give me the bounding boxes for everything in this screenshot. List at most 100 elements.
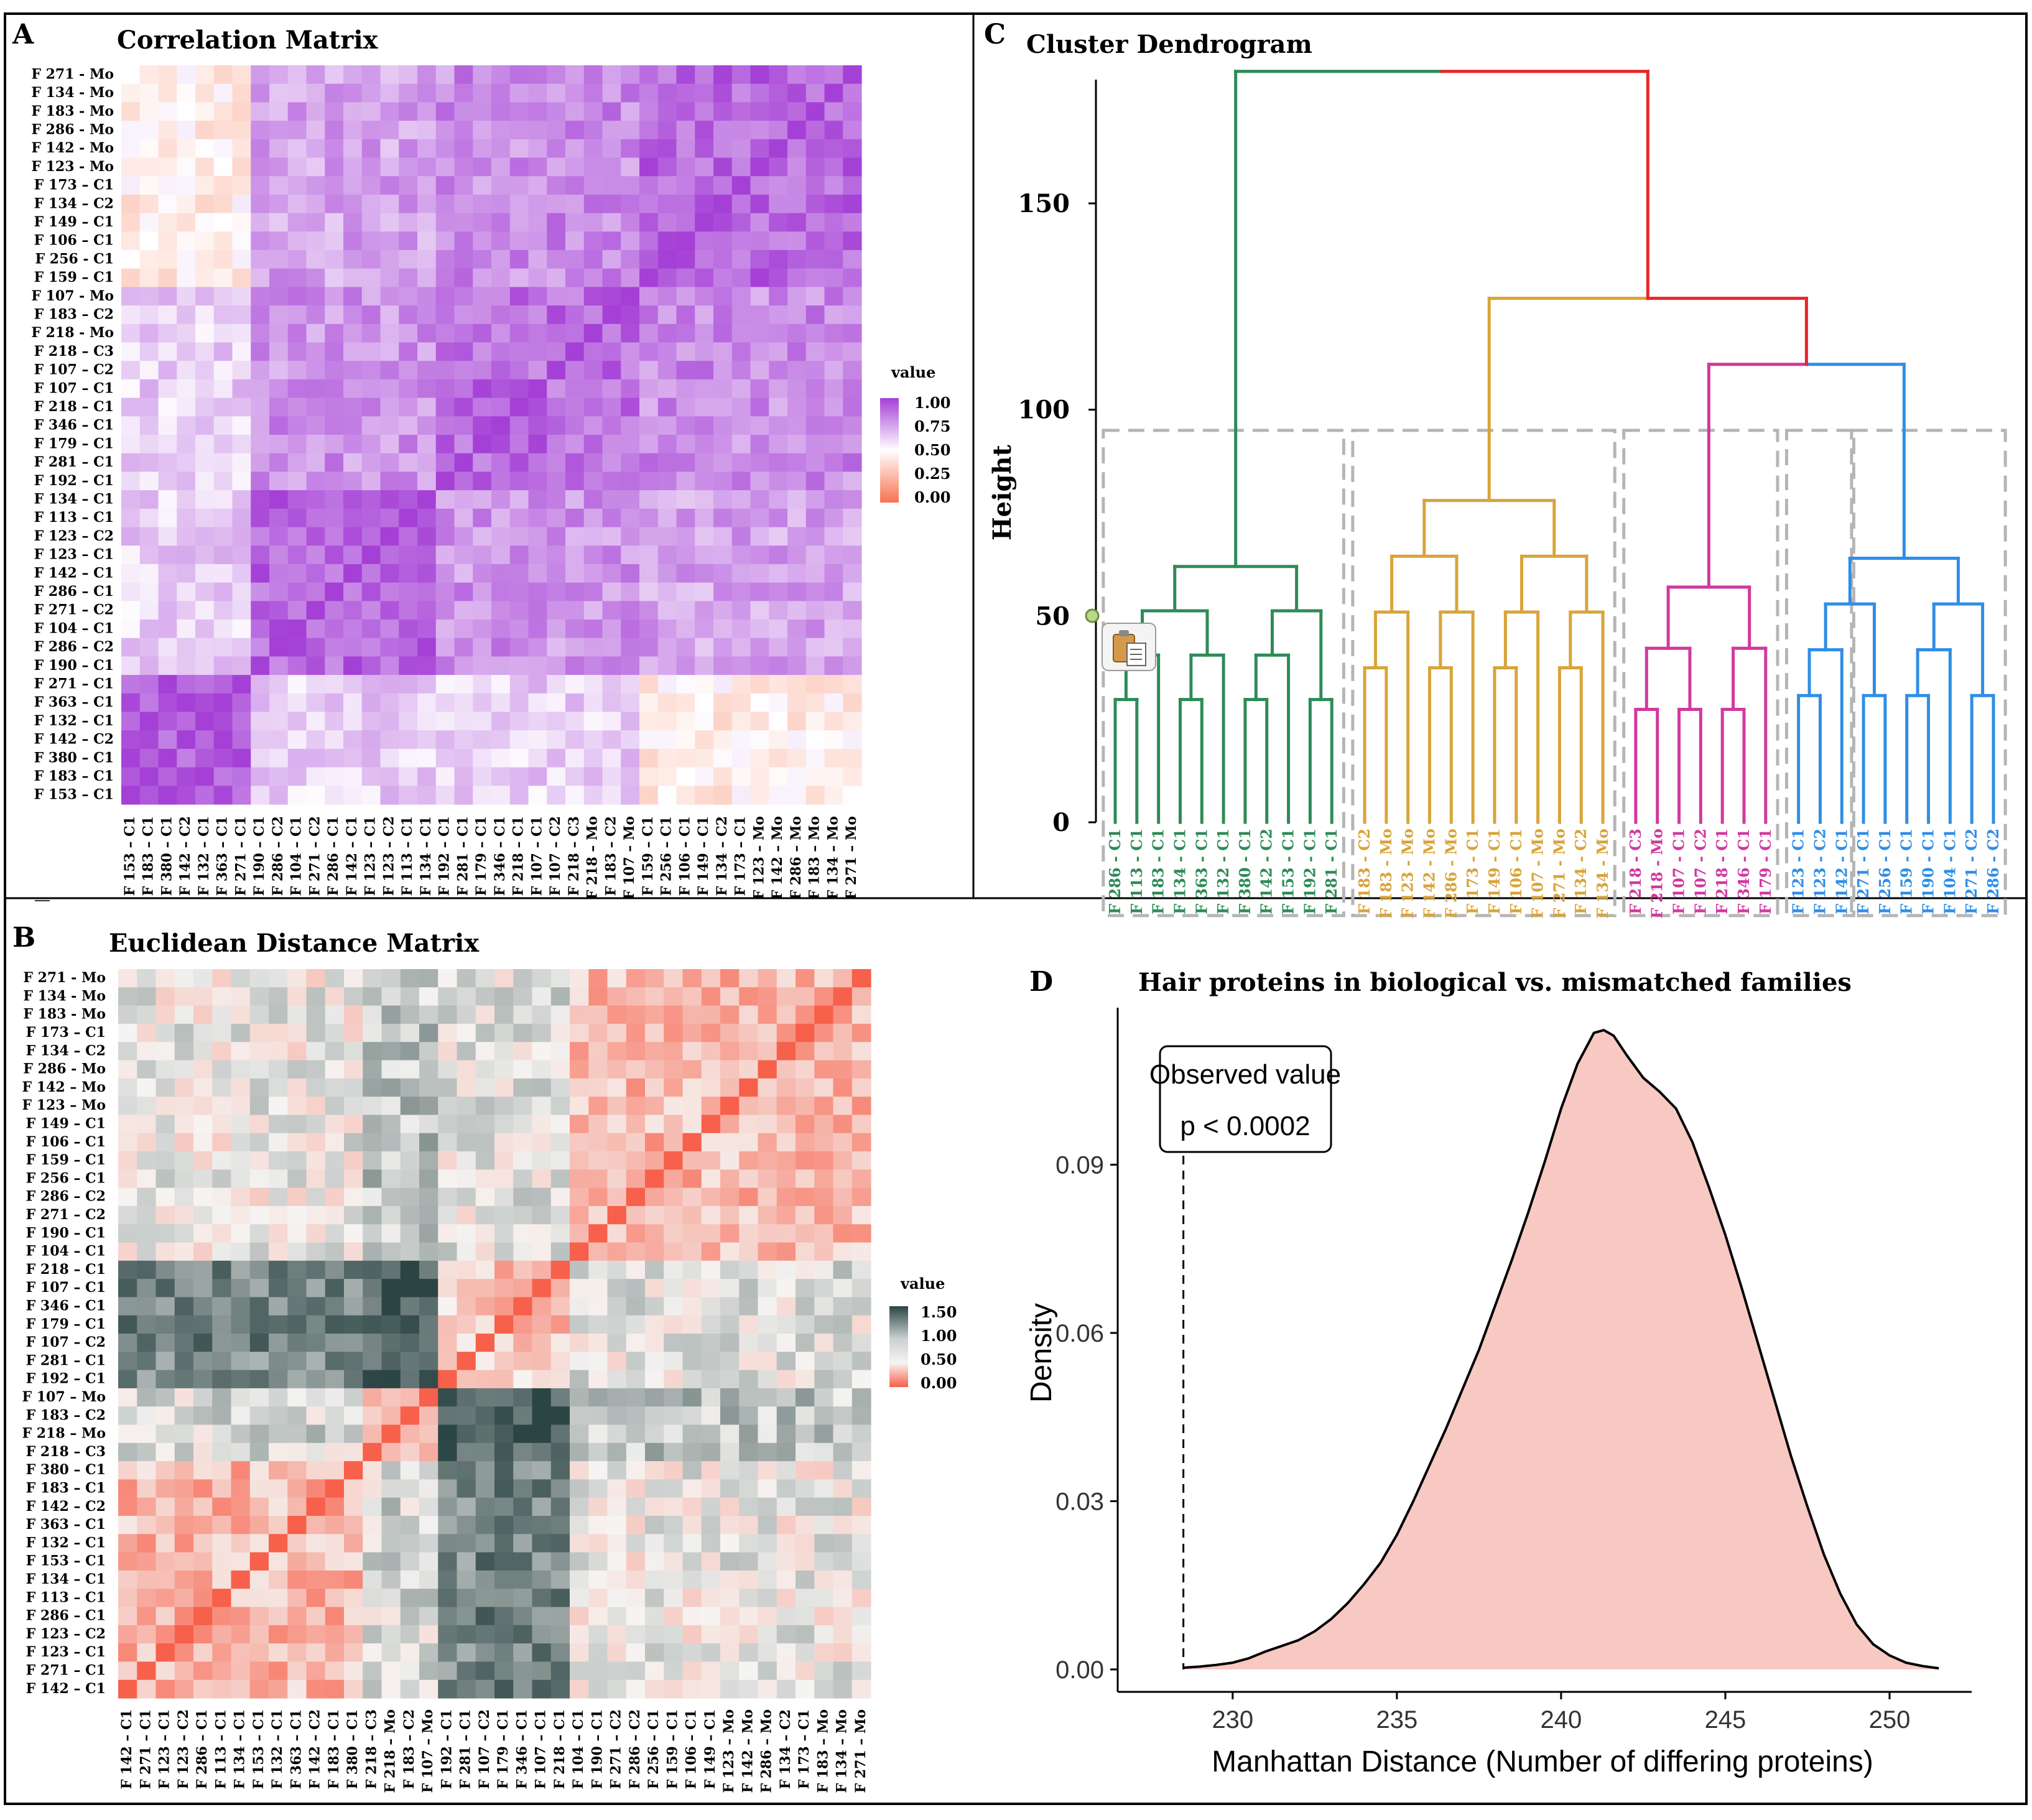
dist-cell [720,1643,740,1662]
corr-cell [435,157,455,177]
dendro-leaf-label: F 271 - C2 [1962,829,1980,914]
corr-cell [731,508,751,528]
dist-cell [438,1260,458,1279]
dist-cell [249,1643,269,1662]
dist-cell [682,1679,702,1699]
dist-cell [381,1169,401,1189]
corr-cell [121,379,141,399]
corr-cell [805,342,825,361]
dist-cell [776,1242,796,1261]
clipboard-widget[interactable] [1085,608,1156,671]
corr-cell [639,601,659,620]
dist-cell [494,1078,514,1097]
corr-row-label: F 183 - Mo [31,103,114,119]
dendro-leaf-label: F 346 - C1 [1735,829,1753,914]
dist-cell [513,1151,533,1170]
corr-cell [343,582,363,601]
dist-cell [532,1169,552,1189]
dist-cell [457,1461,476,1480]
corr-cell [417,83,437,103]
dist-cell [381,1115,401,1134]
dist-cell [475,1260,495,1279]
dist-cell [758,1023,777,1042]
corr-cell [435,656,455,676]
corr-cell [139,361,159,380]
corr-cell [787,638,807,657]
dist-cell [720,1151,740,1170]
corr-cell [547,176,566,195]
corr-cell [399,638,418,657]
dist-cell [570,1097,589,1115]
corr-cell [121,342,141,361]
corr-cell [824,786,843,805]
corr-cell [824,601,843,620]
dist-cell [381,987,401,1006]
corr-cell [491,471,511,491]
corr-cell [380,102,399,121]
dist-cell [494,1661,514,1681]
corr-cell [621,453,640,472]
density-y-tick-label: 0.09 [1055,1151,1104,1179]
dist-cell [833,1023,853,1042]
dist-cell [494,1242,514,1261]
dist-cell [155,1060,175,1079]
dist-cell [720,1661,740,1681]
corr-cell [843,748,862,768]
dist-cell [776,1607,796,1626]
dist-cell [607,1060,627,1079]
dist-cell [475,1679,495,1699]
corr-cell [139,638,159,657]
dist-cell [739,1625,759,1644]
dist-cell [682,1406,702,1426]
corr-cell [509,416,529,435]
corr-cell [565,601,585,620]
dist-cell [363,1205,383,1225]
corr-cell [287,675,307,694]
dist-cell [550,1370,570,1389]
dist-cell [193,1625,213,1644]
dist-cell [796,1479,815,1498]
corr-cell [435,471,455,491]
drag-handle-dot[interactable] [1085,608,1100,623]
corr-cell [343,361,363,380]
dist-cell [776,1078,796,1097]
corr-cell [676,675,695,694]
dist-cell [833,1242,853,1261]
dist-cell [513,1661,533,1681]
corr-cell [121,157,141,177]
dist-cell [287,1570,307,1589]
corr-cell [547,287,566,306]
dist-cell [588,1479,608,1498]
dist-cell [438,1607,458,1626]
dist-cell [457,1187,476,1207]
dist-cell [701,1260,721,1279]
dist-cell [513,1279,533,1298]
corr-cell [454,361,473,380]
dist-cell [269,1424,288,1444]
corr-cell [306,564,325,583]
corr-cell [528,527,547,546]
dist-cell [419,1406,438,1426]
corr-cell [695,379,714,399]
dist-cell [118,1552,137,1571]
corr-cell [824,564,843,583]
corr-cell [769,508,788,528]
corr-cell [251,527,270,546]
dist-cell [720,1607,740,1626]
observed-value-annotation: Observed value p < 0.0002 [1149,1045,1341,1153]
dist-cell [287,1589,307,1608]
panel-a-letter: A [12,19,34,50]
corr-cell [232,250,251,269]
dist-cell [137,1023,157,1042]
dist-cell [155,1023,175,1042]
corr-cell [213,305,233,325]
dist-cell [570,1260,589,1279]
dist-cell [325,1406,345,1426]
dist-cell [588,1334,608,1352]
dist-cell [381,1679,401,1699]
dist-col-label: F 173 – C1 [796,1709,812,1789]
corr-cell [251,638,270,657]
corr-row-label: F 132 – C1 [34,713,114,729]
dist-row-label: F 153 – C1 [26,1553,106,1569]
corr-cell [454,83,473,103]
